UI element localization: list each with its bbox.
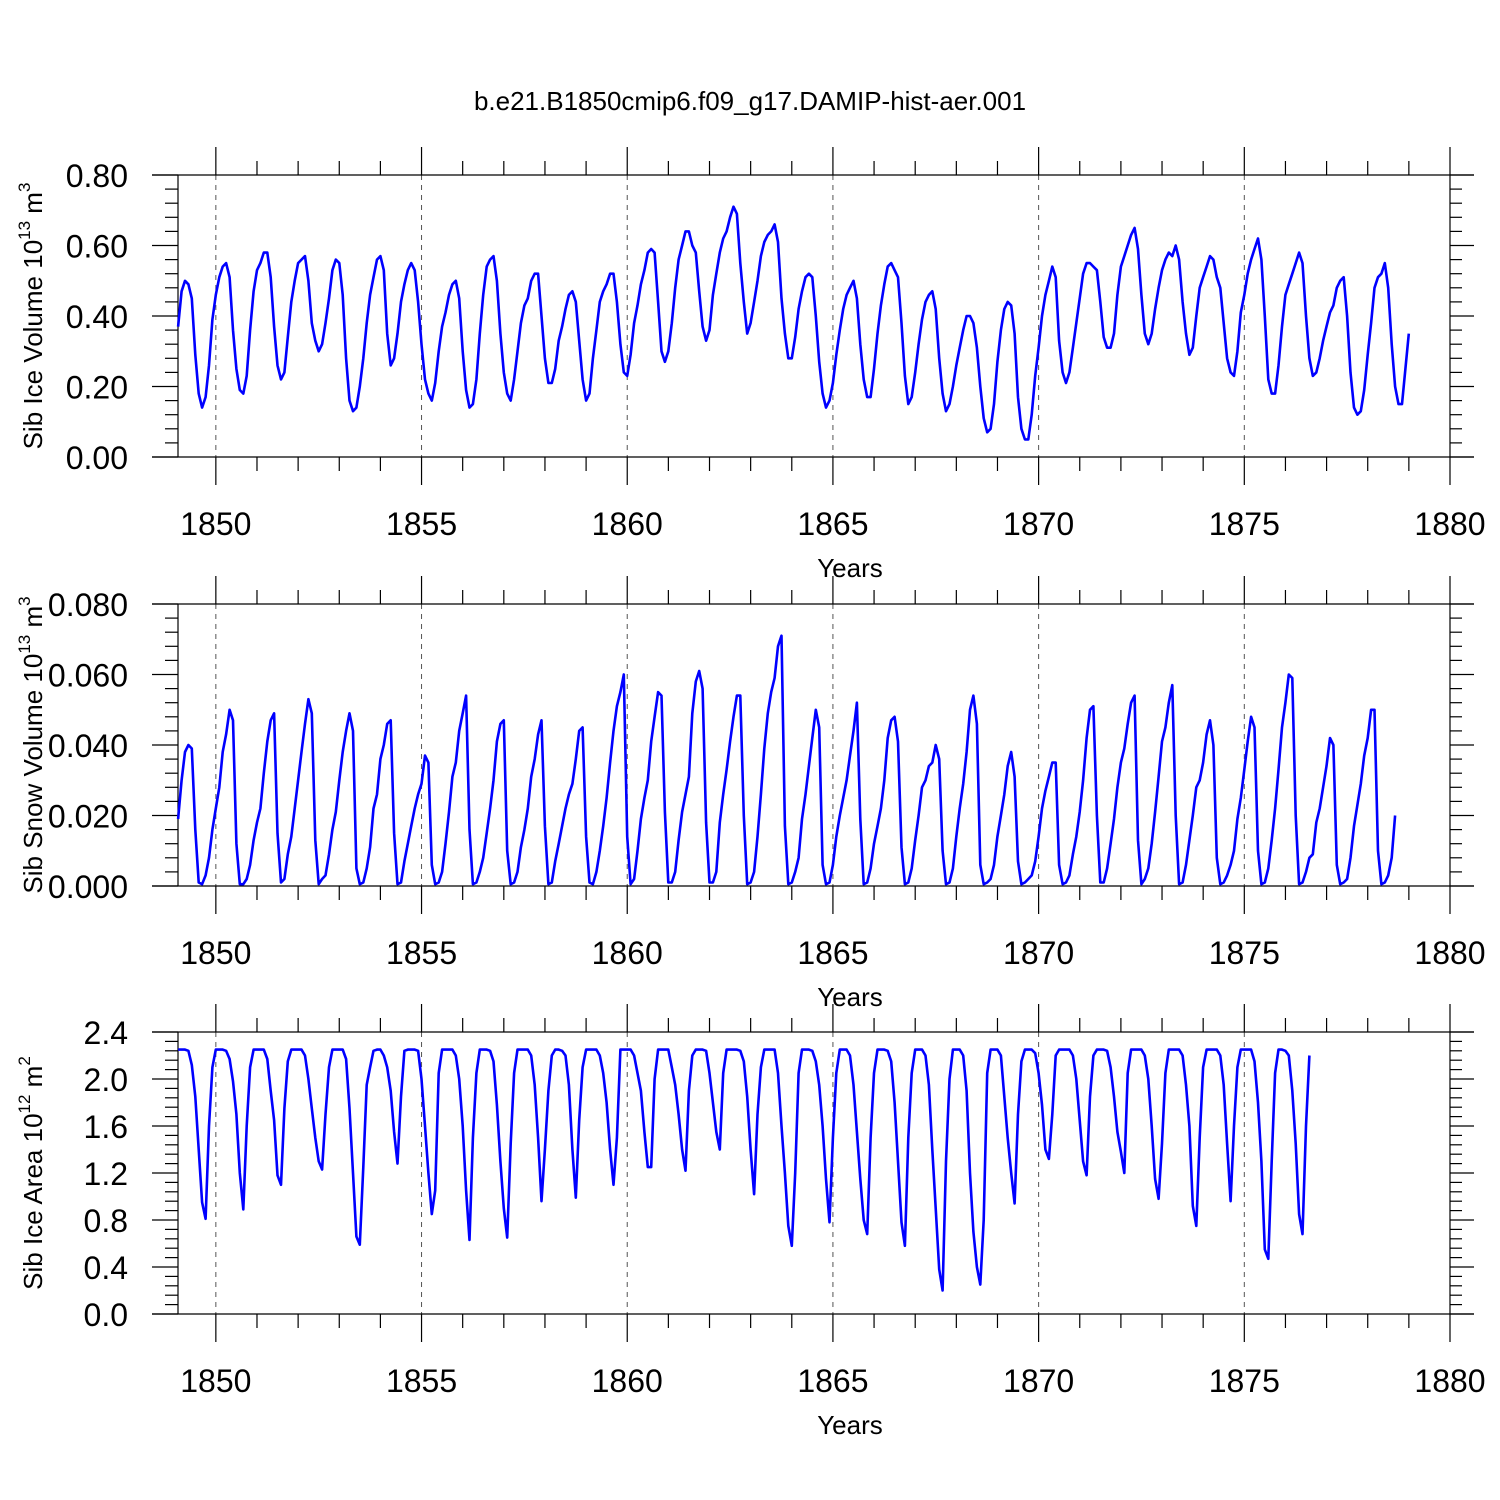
x-tick-label: 1860 — [592, 935, 663, 971]
y-tick-label: 1.2 — [84, 1156, 128, 1192]
y-tick-label: 0.0 — [84, 1297, 128, 1333]
y-axis-label: Sib Ice Volume 1013 m3 — [15, 183, 48, 450]
x-tick-label: 1855 — [386, 935, 457, 971]
series-line — [178, 1048, 1311, 1292]
y-tick-label: 0.8 — [84, 1203, 128, 1239]
x-tick-label: 1880 — [1414, 935, 1485, 971]
x-tick-label: 1850 — [180, 506, 251, 542]
x-tick-label: 1880 — [1414, 1363, 1485, 1399]
y-axis-label-text: m — [18, 1066, 48, 1095]
x-tick-label: 1855 — [386, 506, 457, 542]
y-tick-label: 2.4 — [84, 1015, 128, 1051]
y-axis-label-text: Sib Ice Area 10 — [18, 1113, 48, 1289]
y-axis-label-exponent: 13 — [15, 221, 34, 240]
x-tick-label: 1855 — [386, 1363, 457, 1399]
x-tick-label: 1850 — [180, 1363, 251, 1399]
y-axis-label: Sib Ice Area 1012 m2 — [15, 1056, 48, 1290]
x-tick-label: 1865 — [797, 506, 868, 542]
panel-snow-volume: 1850 1855 1860 1865 1870 1875 1880 0.000 0.020 0.… — [15, 576, 1486, 1012]
x-tick-label: 1850 — [180, 935, 251, 971]
y-tick-label: 1.6 — [84, 1109, 128, 1145]
y-tick-label: 0.20 — [66, 370, 128, 406]
y-tick-label: 0.4 — [84, 1250, 128, 1286]
y-axis-label-text: Sib Ice Volume 10 — [18, 240, 48, 450]
y-axis-label-exponent: 2 — [15, 1056, 34, 1065]
chart-title: b.e21.B1850cmip6.f09_g17.DAMIP-hist-aer.… — [474, 86, 1026, 116]
series-line — [176, 634, 1397, 886]
x-tick-label: 1870 — [1003, 935, 1074, 971]
x-tick-label: 1860 — [592, 506, 663, 542]
x-tick-label: 1870 — [1003, 506, 1074, 542]
y-axis-label-text: m — [18, 192, 48, 221]
x-tick-label: 1875 — [1209, 1363, 1280, 1399]
y-tick-label: 2.0 — [84, 1062, 128, 1098]
x-tick-label: 1875 — [1209, 935, 1280, 971]
y-tick-label: 0.00 — [66, 440, 128, 476]
y-tick-label: 0.080 — [48, 587, 128, 623]
y-axis-label-exponent: 3 — [15, 596, 34, 605]
y-tick-label: 0.60 — [66, 229, 128, 265]
y-axis-label-exponent: 3 — [15, 183, 34, 192]
series-line — [176, 205, 1411, 441]
y-tick-label: 0.80 — [66, 158, 128, 194]
y-tick-label: 0.40 — [66, 299, 128, 335]
y-tick-label: 0.000 — [48, 869, 128, 905]
x-axis-label: Years — [817, 982, 883, 1012]
y-tick-label: 0.060 — [48, 658, 128, 694]
x-tick-label: 1875 — [1209, 506, 1280, 542]
y-axis-label-exponent: 13 — [15, 635, 34, 654]
x-tick-label: 1880 — [1414, 506, 1485, 542]
y-axis-label: Sib Snow Volume 1013 m3 — [15, 596, 48, 893]
x-axis-label: Years — [817, 1410, 883, 1440]
x-tick-label: 1860 — [592, 1363, 663, 1399]
x-tick-label: 1865 — [797, 1363, 868, 1399]
x-tick-label: 1870 — [1003, 1363, 1074, 1399]
x-tick-label: 1865 — [797, 935, 868, 971]
panel-ice-area: 1850 1855 1860 1865 1870 1875 1880 0.0 0.4 0.8 1.2… — [15, 1004, 1486, 1440]
y-tick-label: 0.020 — [48, 799, 128, 835]
y-tick-label: 0.040 — [48, 728, 128, 764]
y-axis-label-text: Sib Snow Volume 10 — [18, 654, 48, 894]
y-axis-label-exponent: 12 — [15, 1095, 34, 1114]
x-axis-label: Years — [817, 553, 883, 583]
y-axis-label-text: m — [18, 606, 48, 635]
panel-ice-volume: 1850 1855 1860 1865 1870 1875 1880 0.00 0.20 0.40… — [15, 147, 1486, 583]
